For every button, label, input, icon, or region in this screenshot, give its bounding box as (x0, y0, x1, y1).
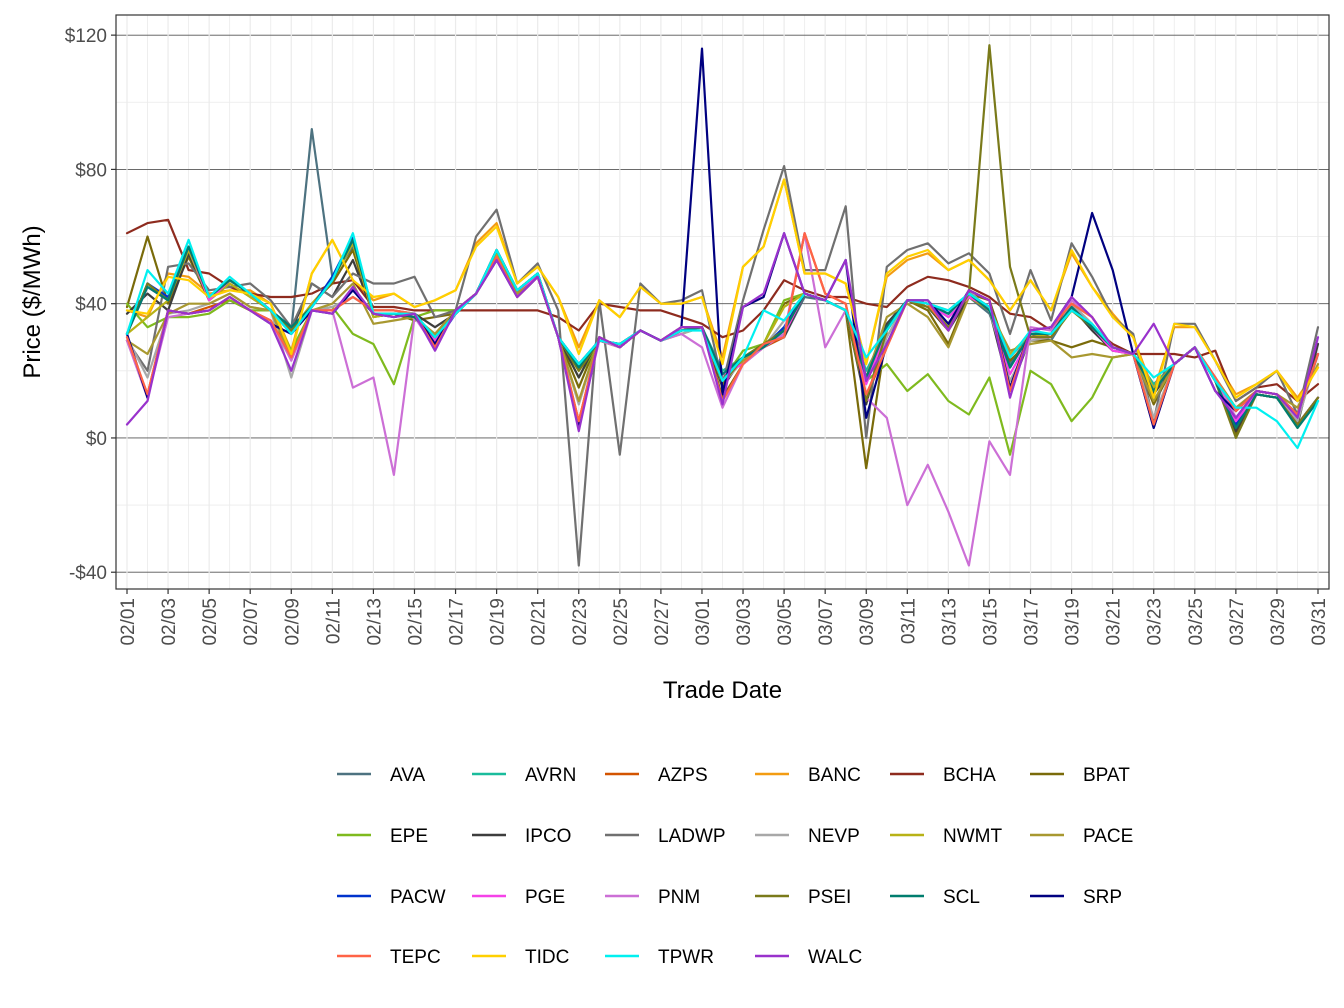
legend-item-epe: EPE (337, 826, 428, 847)
x-tick-label: 02/13 (364, 598, 385, 646)
x-tick-label: 03/15 (980, 598, 1001, 646)
x-tick-label: 03/29 (1268, 598, 1289, 646)
legend: AVA AVRN AZPS BANC BCHA BPAT EPE IPCO LADWP NEVP N… (337, 765, 1133, 968)
legend-item-scl: SCL (890, 887, 980, 908)
x-tick-label: 02/21 (529, 598, 550, 646)
legend-label: AVA (390, 765, 426, 786)
x-tick-label: 03/19 (1063, 598, 1084, 646)
legend-item-tpwr: TPWR (605, 947, 714, 968)
x-tick-label: 03/05 (775, 598, 796, 646)
x-tick-label: 02/05 (200, 598, 221, 646)
legend-item-ava: AVA (337, 765, 426, 786)
x-tick-label: 02/11 (323, 598, 344, 644)
x-tick-label: 03/01 (693, 598, 714, 646)
legend-label: PNM (658, 887, 700, 908)
legend-label: IPCO (525, 826, 571, 847)
x-tick-label: 02/15 (405, 598, 426, 646)
legend-item-bcha: BCHA (890, 765, 996, 786)
x-tick-label: 03/31 (1309, 598, 1330, 646)
series-line-walc (125, 232, 1320, 433)
legend-item-pge: PGE (472, 887, 565, 908)
legend-item-walc: WALC (755, 947, 862, 968)
legend-item-nevp: NEVP (755, 826, 860, 847)
x-tick-label: 02/27 (652, 598, 673, 646)
legend-label: NWMT (943, 826, 1002, 847)
y-axis-title: Price ($/MWh) (19, 225, 46, 378)
legend-item-bpat: BPAT (1030, 765, 1130, 786)
legend-label: PGE (525, 887, 565, 908)
x-axis-title: Trade Date (663, 677, 782, 704)
x-tick-label: 02/23 (570, 598, 591, 646)
y-tick-label: -$40 (69, 563, 107, 584)
legend-item-nwmt: NWMT (890, 826, 1002, 847)
legend-label: BANC (808, 765, 861, 786)
legend-label: NEVP (808, 826, 860, 847)
major-gridlines (116, 15, 1329, 589)
legend-item-avrn: AVRN (472, 765, 576, 786)
x-tick-label: 03/23 (1145, 598, 1166, 646)
legend-label: AZPS (658, 765, 708, 786)
x-axis: 02/01 02/03 02/05 02/07 02/09 02/11 02/13 02/15… (118, 589, 1330, 646)
legend-label: BCHA (943, 765, 996, 786)
legend-label: BPAT (1083, 765, 1130, 786)
x-tick-label: 02/01 (118, 598, 139, 646)
legend-label: TEPC (390, 947, 441, 968)
legend-item-psei: PSEI (755, 887, 851, 908)
legend-item-banc: BANC (755, 765, 861, 786)
x-tick-label: 03/17 (1022, 598, 1043, 646)
y-axis: -$40 $0 $40 $80 $120 (65, 26, 116, 584)
x-tick-label: 02/25 (611, 598, 632, 646)
x-tick-label: 03/11 (898, 598, 919, 644)
x-tick-label: 02/07 (241, 598, 262, 646)
legend-label: LADWP (658, 826, 726, 847)
legend-item-pnm: PNM (605, 887, 700, 908)
x-tick-label: 03/21 (1104, 598, 1125, 646)
legend-item-pace: PACE (1030, 826, 1133, 847)
series-lines (125, 44, 1320, 567)
x-tick-label: 03/03 (734, 598, 755, 646)
legend-label: TPWR (658, 947, 714, 968)
x-tick-label: 02/17 (447, 598, 468, 646)
x-tick-label: 02/03 (159, 598, 180, 646)
plot-panel-border (115, 14, 1330, 590)
x-tick-label: 03/09 (857, 598, 878, 646)
legend-item-tidc: TIDC (472, 947, 569, 968)
legend-label: SRP (1083, 887, 1122, 908)
legend-label: EPE (390, 826, 428, 847)
x-tick-label: 02/19 (488, 598, 509, 646)
y-tick-label: $0 (86, 429, 107, 450)
legend-label: AVRN (525, 765, 576, 786)
legend-label: WALC (808, 947, 862, 968)
series-line-tidc (125, 178, 1320, 403)
x-tick-label: 03/07 (816, 598, 837, 646)
legend-item-pacw: PACW (337, 887, 446, 908)
legend-item-azps: AZPS (605, 765, 708, 786)
y-tick-label: $80 (75, 160, 107, 181)
legend-item-ipco: IPCO (472, 826, 571, 847)
x-tick-label: 02/09 (282, 598, 303, 646)
minor-gridlines (116, 15, 1329, 589)
legend-item-ladwp: LADWP (605, 826, 726, 847)
x-tick-label: 03/25 (1186, 598, 1207, 646)
legend-label: TIDC (525, 947, 569, 968)
legend-label: PACE (1083, 826, 1133, 847)
legend-label: SCL (943, 887, 980, 908)
legend-item-srp: SRP (1030, 887, 1122, 908)
y-tick-label: $40 (75, 295, 107, 316)
legend-label: PACW (390, 887, 446, 908)
y-tick-label: $120 (65, 26, 107, 47)
x-tick-label: 03/27 (1227, 598, 1248, 646)
x-tick-label: 03/13 (939, 598, 960, 646)
legend-label: PSEI (808, 887, 851, 908)
legend-item-tepc: TEPC (337, 947, 441, 968)
